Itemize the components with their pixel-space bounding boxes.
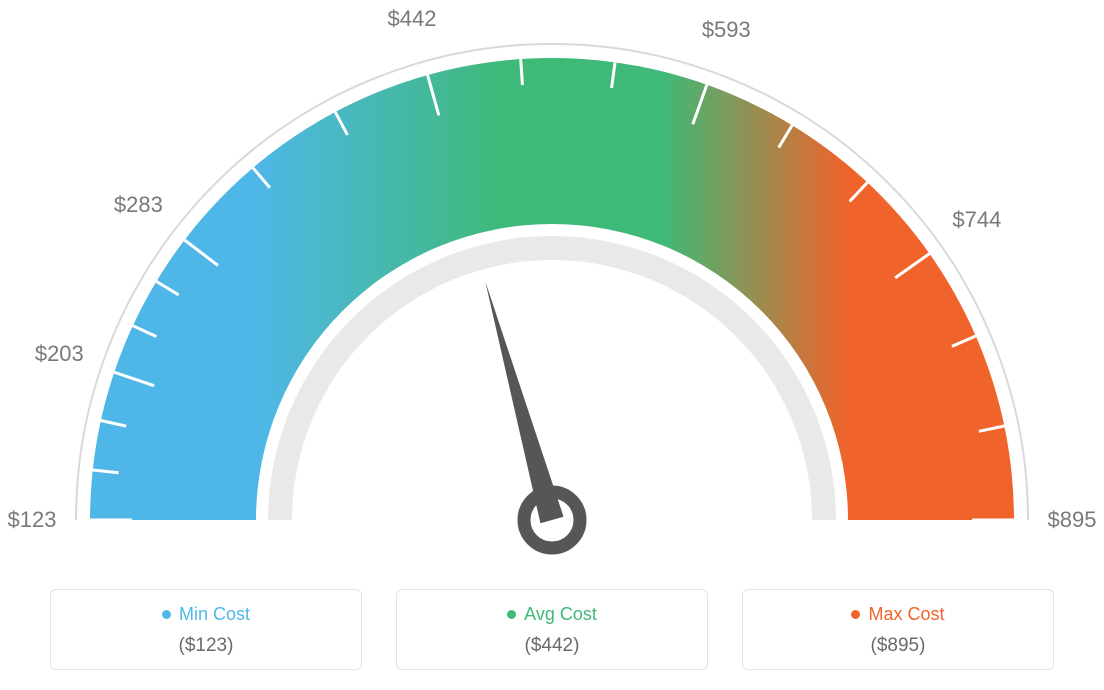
legend-row: Min Cost ($123) Avg Cost ($442) Max Cost… [0,589,1104,670]
tick-label: $593 [702,17,751,43]
legend-value-avg: ($442) [397,635,707,657]
tick-label: $283 [114,192,163,218]
legend-value-min: ($123) [51,635,361,657]
legend-dot-max [851,610,860,619]
legend-dot-min [162,610,171,619]
gauge-svg [0,0,1104,560]
legend-card-min: Min Cost ($123) [50,589,362,670]
legend-label-avg: Avg Cost [524,604,597,625]
legend-card-max: Max Cost ($895) [742,589,1054,670]
tick-label: $123 [8,507,57,533]
legend-title-avg: Avg Cost [507,604,597,625]
legend-card-avg: Avg Cost ($442) [396,589,708,670]
chart-container: $123 $203 $283 $442 $593 $744 $895 Min Cost ($… [0,0,1104,690]
legend-label-max: Max Cost [868,604,944,625]
legend-value-max: ($895) [743,635,1053,657]
legend-label-min: Min Cost [179,604,250,625]
tick-label: $895 [1048,507,1097,533]
tick-label: $744 [952,207,1001,233]
legend-dot-avg [507,610,516,619]
tick-label: $442 [387,6,436,32]
legend-title-min: Min Cost [162,604,250,625]
gauge: $123 $203 $283 $442 $593 $744 $895 [0,0,1104,560]
tick-label: $203 [35,341,84,367]
legend-title-max: Max Cost [851,604,944,625]
